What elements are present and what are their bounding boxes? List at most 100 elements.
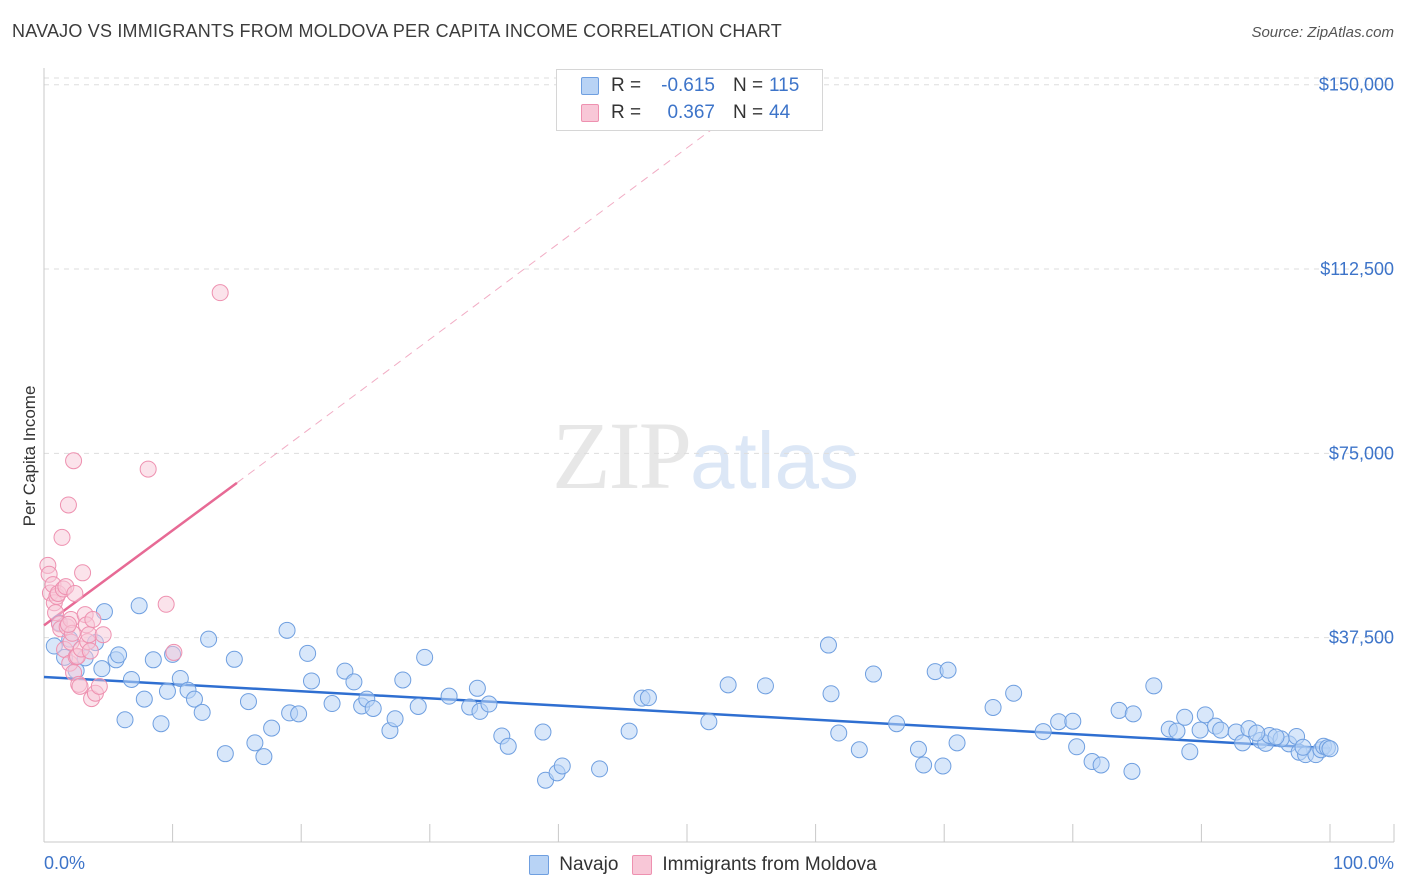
moldova-point [139,460,157,478]
navajo-point [1267,728,1285,746]
navajo-point [480,695,498,713]
r-label: R = [611,102,642,123]
navajo-point [591,760,609,778]
chart-title: NAVAJO VS IMMIGRANTS FROM MOLDOVA PER CA… [12,21,782,41]
navajo-point [122,670,140,688]
navajo-point [1092,756,1110,774]
navajo-point [185,690,203,708]
x-tick-label-max: 100.0% [1333,853,1394,873]
navajo-point [263,719,281,737]
navajo-point [888,715,906,733]
navajo-point [116,711,134,729]
navajo-swatch [529,855,550,875]
navajo-point [246,734,264,752]
navajo-point [1181,743,1199,761]
navajo-point [255,748,273,766]
n-label: N = [733,102,764,123]
navajo-point [1212,721,1230,739]
navajo-point [819,636,837,654]
navajo-point [909,740,927,758]
navajo-point [95,603,113,621]
moldova-point [59,615,77,633]
legend-row-moldova: R = 0.367 N = 44 [581,101,790,125]
navajo-point [416,648,434,666]
navajo-point [864,665,882,683]
moldova-point [66,584,84,602]
navajo-point [1050,713,1068,731]
moldova-trend-extension [236,118,726,484]
moldova-point [74,564,92,582]
point-layer [39,284,1339,789]
navajo-point [290,705,308,723]
navajo-point [830,724,848,742]
navajo-point [1110,701,1128,719]
navajo-point [1191,721,1209,739]
n-label: N = [733,75,764,96]
navajo-point [1234,734,1252,752]
moldova-point [211,284,229,302]
navajo-point [130,597,148,615]
legend-label: Navajo [559,854,619,875]
moldova-point [71,677,89,695]
navajo-point [1145,677,1163,695]
navajo-point [345,673,363,691]
axis-layer [43,68,1395,843]
navajo-point [948,734,966,752]
watermark-atlas: atlas [690,416,859,505]
r-label: R = [611,75,642,96]
navajo-point [850,741,868,759]
grid-layer [44,77,1394,639]
navajo-point [1123,762,1141,780]
navajo-point [1294,738,1312,756]
navajo-trend-line [43,675,1331,750]
watermark-zip: ZIP [552,402,692,509]
legend-row-navajo: R = -0.615 N = 115 [581,74,799,98]
label-layer: Per Capita Income 0.0% 100.0% $37,500 $75… [20,75,1394,873]
legend-item-navajo[interactable]: Navajo [529,854,618,876]
navajo-point [756,677,774,695]
navajo-point [386,710,404,728]
navajo-point [534,723,552,741]
moldova-swatch [632,855,653,875]
navajo-point [719,676,737,694]
navajo-point [135,690,153,708]
moldova-point [94,626,112,644]
y-tick-label: $37,500 [1329,628,1394,648]
navajo-point [216,745,234,763]
moldova-point [81,642,99,660]
watermark: ZIPatlas [552,400,859,511]
r-value: 0.367 [667,102,715,123]
y-tick-label: $112,500 [1320,259,1394,279]
legend-item-moldova[interactable]: Immigrants from Moldova [632,854,877,876]
y-axis-label: Per Capita Income [20,386,39,527]
navajo-point [93,660,111,678]
series-legend: Navajo Immigrants from Moldova [0,852,1406,878]
navajo-point [499,737,517,755]
source-label: Source: ZipAtlas.com [1251,24,1394,41]
moldova-point [84,611,102,629]
navajo-point [700,713,718,731]
r-value: -0.615 [661,75,715,96]
navajo-point [553,757,571,775]
navajo-point [1168,722,1186,740]
navajo-point [299,644,317,662]
moldova-point [80,626,98,644]
moldova-point [59,496,77,514]
navajo-swatch [581,77,599,95]
navajo-point [144,651,162,669]
navajo-point [468,679,486,697]
navajo-point [1176,708,1194,726]
navajo-point [193,703,211,721]
navajo-point [1196,706,1214,724]
navajo-point [364,699,382,717]
navajo-point [225,650,243,668]
navajo-point [1321,740,1339,758]
navajo-point [939,661,957,679]
navajo-point [409,697,427,715]
navajo-point [639,689,657,707]
moldova-point [90,677,108,695]
moldova-point [53,528,71,546]
navajo-point [1068,738,1086,756]
moldova-point [157,595,175,613]
